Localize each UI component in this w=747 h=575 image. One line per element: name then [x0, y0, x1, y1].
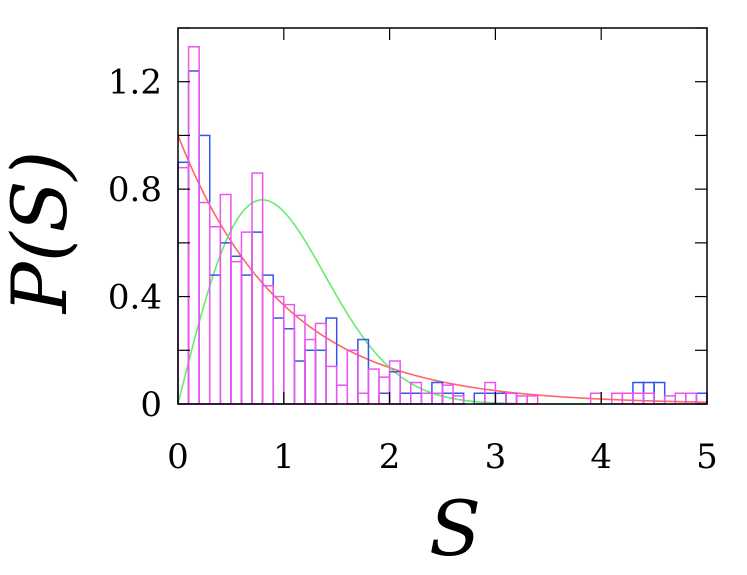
histogram-1-bin — [526, 395, 539, 405]
histogram-1-bin — [441, 384, 454, 405]
plot-frame — [177, 27, 708, 405]
x-tick-label: 1 — [273, 437, 295, 477]
x-tick-label: 3 — [485, 437, 507, 477]
histogram-1-bin — [187, 46, 200, 405]
y-tick-label: 1.2 — [108, 63, 162, 103]
histogram-1-bin — [621, 392, 634, 405]
histogram-0-bin — [420, 392, 433, 405]
histogram-1-bin — [304, 338, 317, 405]
histogram-1-bin — [251, 172, 264, 405]
x-tick-label: 2 — [379, 437, 401, 477]
histogram-1-bin — [293, 314, 306, 405]
histogram-0-bin — [314, 349, 327, 405]
histogram-0-bin — [346, 349, 359, 405]
histogram-0-bin — [240, 274, 253, 405]
curve-0 — [177, 135, 708, 403]
histogram-0-bin — [293, 360, 306, 405]
histogram-1-bin — [314, 322, 327, 405]
histogram-0-bin — [388, 371, 401, 405]
tick-marks — [177, 27, 708, 405]
x-tick-label: 4 — [590, 437, 612, 477]
x-tick-labels: 0 1 2 3 4 5 — [167, 437, 718, 477]
histogram-0-bin — [261, 274, 274, 405]
histogram-0-bin — [251, 231, 264, 405]
histogram-0-bin — [283, 328, 296, 405]
y-tick-labels: 0 0.4 0.8 1.2 — [108, 63, 162, 425]
y-tick-label: 0.8 — [108, 170, 162, 210]
histogram-1-bin — [208, 225, 222, 405]
curves — [177, 135, 708, 405]
histogram-1-bin — [420, 392, 433, 405]
histogram-1-bin — [663, 395, 677, 405]
histogram-1-bin — [367, 368, 380, 405]
histogram-0-bin — [208, 274, 222, 405]
histogram-0-bin — [198, 134, 211, 405]
histograms — [177, 46, 708, 405]
x-tick-label: 5 — [696, 437, 718, 477]
histogram-0 — [177, 70, 708, 405]
histogram-1-bin — [283, 303, 296, 405]
histogram-1-bin — [261, 285, 274, 405]
histogram-1-bin — [378, 376, 391, 405]
histogram-1-bin — [611, 392, 624, 405]
histogram-0-bin — [357, 338, 370, 405]
histogram-0-bin — [230, 255, 243, 405]
y-axis-title: P(S) — [0, 151, 84, 316]
histogram-1-bin — [642, 392, 655, 405]
histogram-1-bin — [335, 384, 349, 405]
y-tick-label: 0.4 — [108, 278, 162, 318]
x-tick-label: 0 — [167, 437, 189, 477]
plot-area — [177, 27, 708, 405]
histogram-1-bin — [272, 295, 285, 405]
histogram-1-bin — [515, 395, 528, 405]
histogram-1-bin — [505, 392, 518, 405]
histogram-1 — [177, 46, 698, 405]
histogram-0-bin — [399, 392, 412, 405]
histogram-0-bin — [272, 317, 285, 405]
histogram-0-bin — [304, 349, 317, 405]
histogram-1-bin — [325, 365, 338, 405]
histogram-1-bin — [357, 392, 370, 405]
histogram-0-bin — [505, 392, 518, 405]
curve-1 — [177, 199, 707, 405]
histogram-1-bin — [346, 349, 359, 405]
histogram-1-bin — [230, 260, 243, 405]
histogram-0-bin — [410, 392, 423, 405]
y-tick-label: 0 — [140, 385, 162, 425]
x-axis-title: S — [429, 484, 481, 573]
histogram-0-bin — [219, 242, 232, 405]
histogram-0-bin — [325, 317, 338, 405]
histogram-0-bin — [378, 392, 391, 405]
histogram-1-bin — [632, 392, 645, 405]
